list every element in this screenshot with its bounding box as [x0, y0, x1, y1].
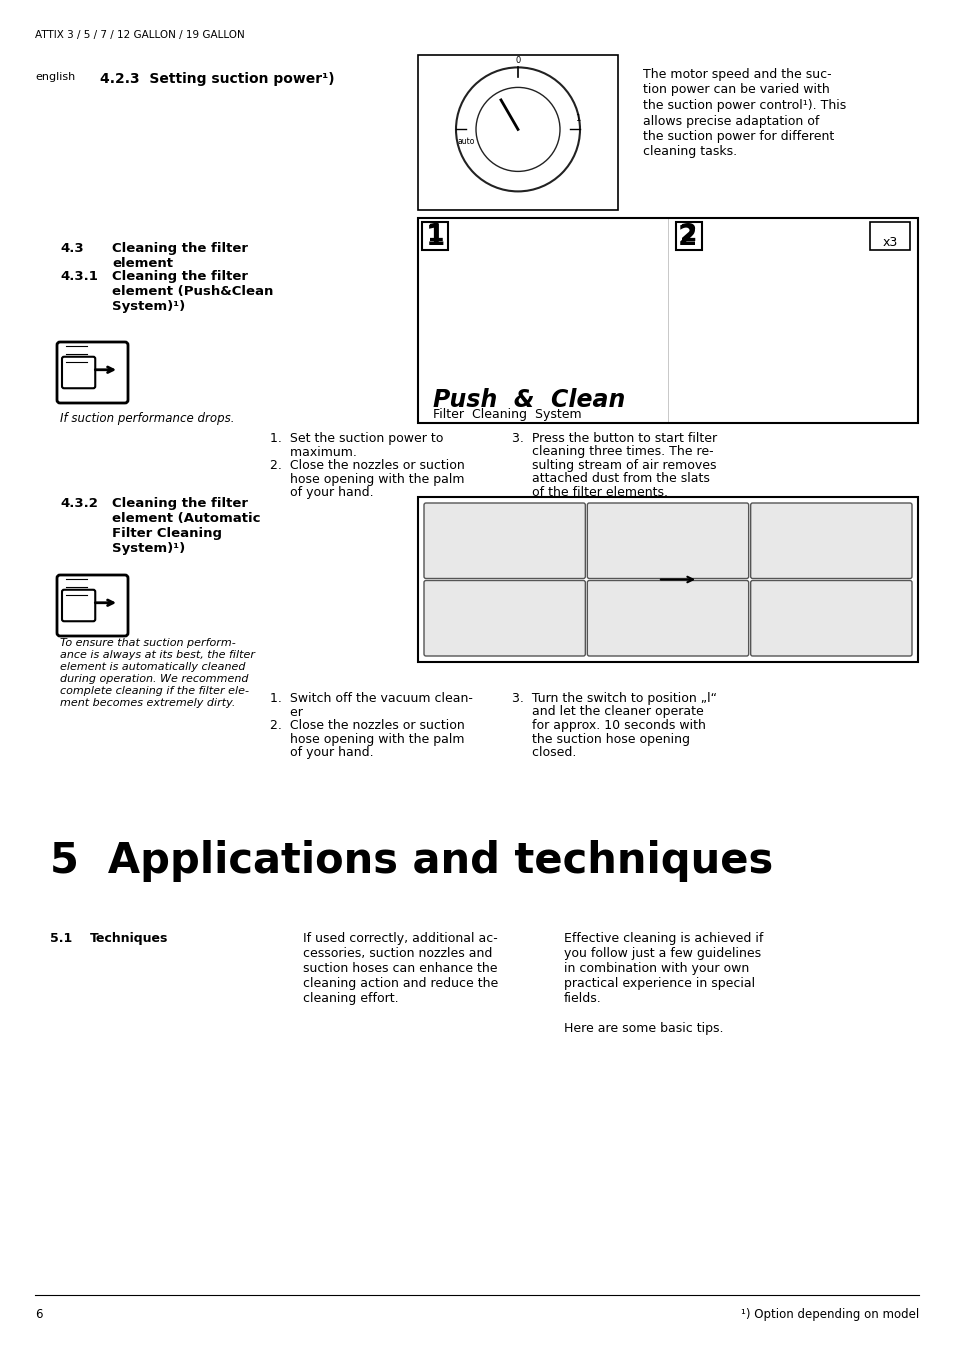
Text: The motor speed and the suc-: The motor speed and the suc-	[642, 68, 831, 81]
Text: element is automatically cleaned: element is automatically cleaned	[60, 662, 245, 672]
Text: Cleaning the filter: Cleaning the filter	[112, 242, 248, 255]
Text: Filter  Cleaning  System: Filter Cleaning System	[433, 408, 581, 421]
Text: element (Push&Clean: element (Push&Clean	[112, 285, 274, 298]
Text: x3: x3	[882, 236, 897, 248]
Text: Cleaning the filter: Cleaning the filter	[112, 270, 248, 284]
Text: 1.  Switch off the vacuum clean-: 1. Switch off the vacuum clean-	[270, 693, 473, 705]
Text: cleaning three times. The re-: cleaning three times. The re-	[512, 446, 713, 459]
Text: the suction power control¹). This: the suction power control¹). This	[642, 99, 845, 112]
Text: Cleaning the filter: Cleaning the filter	[112, 497, 248, 510]
Text: 3.  Turn the switch to position „l“: 3. Turn the switch to position „l“	[512, 693, 717, 705]
FancyBboxPatch shape	[57, 342, 128, 404]
Text: 2: 2	[678, 223, 697, 251]
Text: of your hand.: of your hand.	[270, 486, 374, 500]
FancyBboxPatch shape	[57, 575, 128, 636]
Text: in combination with your own: in combination with your own	[563, 963, 748, 975]
Text: 4.3: 4.3	[60, 242, 84, 255]
Text: er: er	[270, 706, 302, 718]
Text: Techniques: Techniques	[90, 931, 168, 945]
FancyBboxPatch shape	[423, 580, 585, 656]
Text: 4.3.2: 4.3.2	[60, 497, 98, 510]
Text: fields.: fields.	[563, 992, 601, 1004]
Text: complete cleaning if the filter ele-: complete cleaning if the filter ele-	[60, 686, 249, 697]
FancyBboxPatch shape	[750, 580, 911, 656]
Bar	[869, 221, 909, 250]
Text: 5.1: 5.1	[50, 931, 72, 945]
Bar	[417, 55, 618, 211]
Text: ment becomes extremely dirty.: ment becomes extremely dirty.	[60, 698, 235, 707]
Text: cleaning effort.: cleaning effort.	[303, 992, 398, 1004]
FancyBboxPatch shape	[587, 504, 748, 579]
Text: maximum.: maximum.	[270, 446, 356, 459]
Text: of your hand.: of your hand.	[270, 747, 374, 759]
Text: closed.: closed.	[512, 747, 576, 759]
Text: ance is always at its best, the filter: ance is always at its best, the filter	[60, 649, 254, 660]
Text: cessories, suction nozzles and: cessories, suction nozzles and	[303, 946, 492, 960]
Text: cleaning tasks.: cleaning tasks.	[642, 146, 737, 158]
Bar	[421, 221, 448, 250]
Text: of the filter elements.: of the filter elements.	[512, 486, 667, 500]
Text: ATTIX 3 / 5 / 7 / 12 GALLON / 19 GALLON: ATTIX 3 / 5 / 7 / 12 GALLON / 19 GALLON	[35, 30, 245, 40]
FancyBboxPatch shape	[750, 504, 911, 579]
Text: suction hoses can enhance the: suction hoses can enhance the	[303, 963, 497, 975]
Text: the suction hose opening: the suction hose opening	[512, 733, 689, 745]
Text: the suction power for different: the suction power for different	[642, 130, 833, 143]
Text: If used correctly, additional ac-: If used correctly, additional ac-	[303, 931, 497, 945]
Bar	[676, 221, 701, 250]
Text: hose opening with the palm: hose opening with the palm	[270, 472, 464, 486]
Text: for approx. 10 seconds with: for approx. 10 seconds with	[512, 720, 705, 732]
Bar	[417, 217, 917, 423]
Text: english: english	[35, 72, 75, 82]
FancyBboxPatch shape	[62, 356, 95, 389]
Text: attached dust from the slats: attached dust from the slats	[512, 472, 709, 486]
FancyBboxPatch shape	[62, 590, 95, 621]
Text: 4.2.3  Setting suction power¹): 4.2.3 Setting suction power¹)	[100, 72, 335, 86]
Text: you follow just a few guidelines: you follow just a few guidelines	[563, 946, 760, 960]
Text: To ensure that suction perform-: To ensure that suction perform-	[60, 639, 235, 648]
Text: Push  &  Clean: Push & Clean	[433, 387, 625, 412]
Text: System)¹): System)¹)	[112, 541, 185, 555]
Text: 3.  Press the button to start filter: 3. Press the button to start filter	[512, 432, 717, 446]
Text: 5  Applications and techniques: 5 Applications and techniques	[50, 840, 773, 882]
Text: Effective cleaning is achieved if: Effective cleaning is achieved if	[563, 931, 762, 945]
Text: 1.  Set the suction power to: 1. Set the suction power to	[270, 432, 443, 446]
Text: If suction performance drops.: If suction performance drops.	[60, 412, 234, 425]
Text: 2.  Close the nozzles or suction: 2. Close the nozzles or suction	[270, 459, 464, 472]
Text: 0: 0	[515, 57, 520, 65]
Text: sulting stream of air removes: sulting stream of air removes	[512, 459, 716, 472]
Text: 1: 1	[426, 221, 443, 246]
Text: element: element	[112, 256, 172, 270]
Text: element (Automatic: element (Automatic	[112, 512, 260, 525]
Text: tion power can be varied with: tion power can be varied with	[642, 84, 829, 96]
Text: ¹) Option depending on model: ¹) Option depending on model	[740, 1308, 918, 1322]
Text: auto: auto	[457, 138, 475, 146]
Text: 1: 1	[575, 115, 579, 123]
Text: cleaning action and reduce the: cleaning action and reduce the	[303, 977, 497, 990]
Text: 1: 1	[426, 223, 445, 251]
Text: 6: 6	[35, 1308, 43, 1322]
Text: during operation. We recommend: during operation. We recommend	[60, 674, 248, 684]
Text: Here are some basic tips.: Here are some basic tips.	[563, 1022, 722, 1035]
Text: allows precise adaptation of: allows precise adaptation of	[642, 115, 819, 127]
Text: 2.  Close the nozzles or suction: 2. Close the nozzles or suction	[270, 720, 464, 732]
Bar	[417, 497, 917, 662]
Text: practical experience in special: practical experience in special	[563, 977, 755, 990]
FancyBboxPatch shape	[423, 504, 585, 579]
FancyBboxPatch shape	[587, 580, 748, 656]
Text: and let the cleaner operate: and let the cleaner operate	[512, 706, 703, 718]
Text: Filter Cleaning: Filter Cleaning	[112, 526, 222, 540]
Text: 2: 2	[679, 221, 697, 246]
Text: System)¹): System)¹)	[112, 300, 185, 313]
Text: hose opening with the palm: hose opening with the palm	[270, 733, 464, 745]
Text: 4.3.1: 4.3.1	[60, 270, 98, 284]
